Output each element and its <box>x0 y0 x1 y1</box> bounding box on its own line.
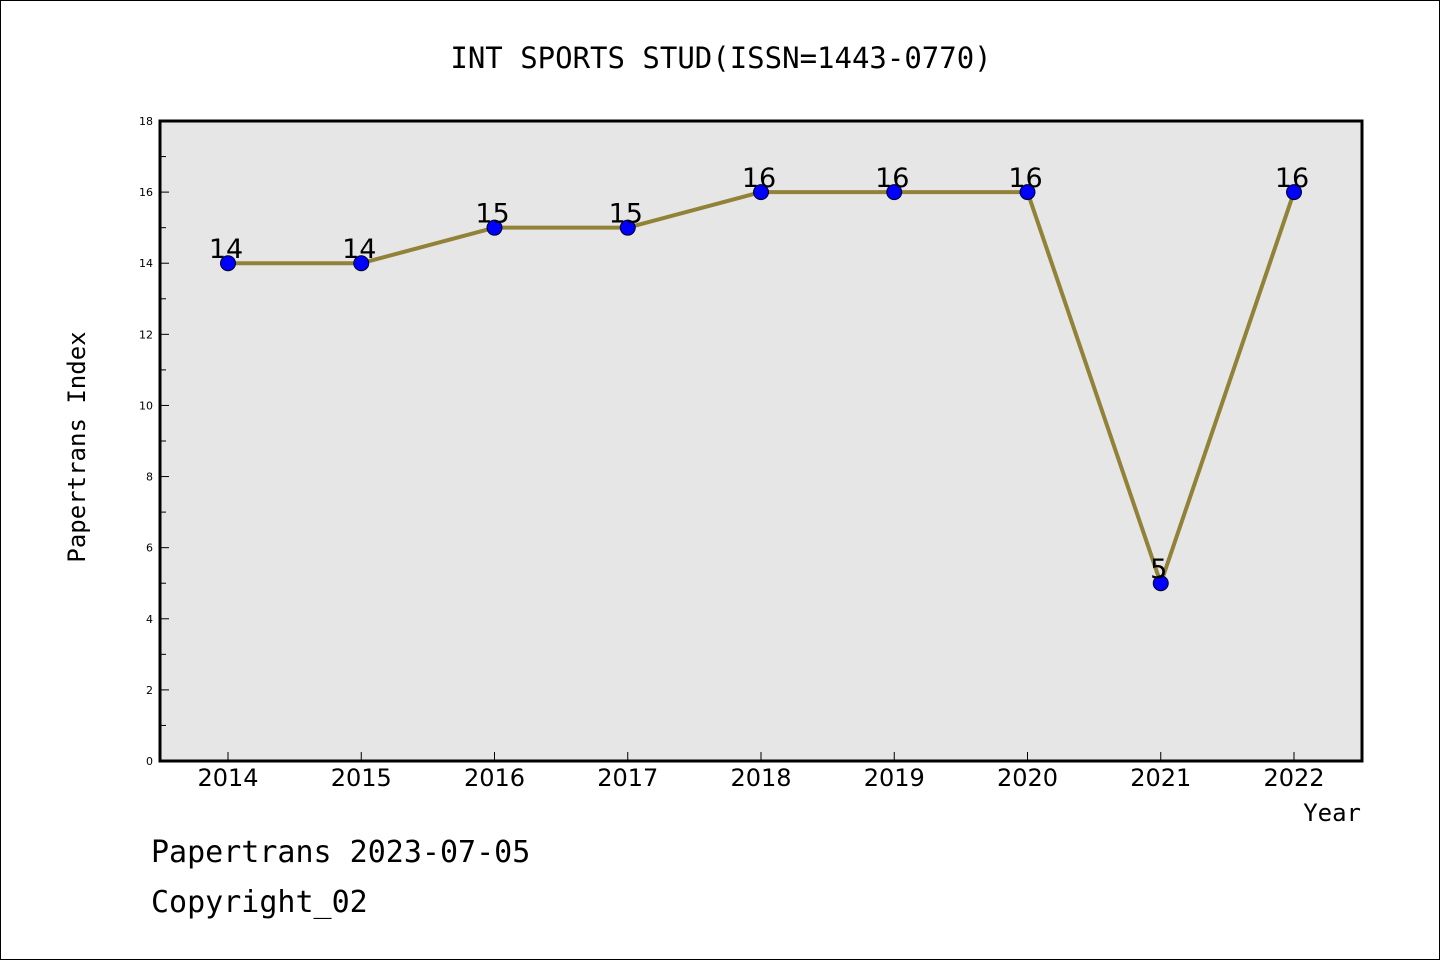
data-value-label: 5 <box>1150 554 1167 585</box>
y-tick-label: 14 <box>139 257 153 270</box>
y-tick-label: 6 <box>146 542 153 555</box>
data-point-marker <box>1019 184 1036 201</box>
data-value-label: 16 <box>1008 163 1042 194</box>
y-tick-label: 10 <box>139 399 153 412</box>
x-tick-label: 2022 <box>1263 764 1324 792</box>
data-point-marker <box>886 184 903 201</box>
data-value-label: 16 <box>875 163 909 194</box>
data-point-marker <box>486 219 503 236</box>
x-tick-label: 2019 <box>864 764 925 792</box>
y-axis-title: Papertrans Index <box>63 331 91 562</box>
data-point-marker <box>353 255 370 272</box>
y-tick-label: 8 <box>146 471 153 484</box>
data-point-marker <box>1152 575 1169 592</box>
data-point-marker <box>753 184 769 201</box>
data-point-marker <box>220 255 236 272</box>
x-tick-label: 2018 <box>730 764 791 792</box>
data-value-label: 15 <box>475 199 509 230</box>
data-point-marker <box>1286 184 1302 201</box>
data-value-label: 14 <box>342 234 376 265</box>
x-tick-label: 2021 <box>1130 764 1191 792</box>
y-tick-label: 18 <box>139 115 153 128</box>
y-tick-label: 12 <box>139 328 153 341</box>
data-markers <box>220 184 1302 592</box>
data-point-marker <box>619 219 636 236</box>
x-tick-label: 2017 <box>597 764 658 792</box>
plot-area <box>158 119 1364 763</box>
y-tick-label: 0 <box>146 755 153 768</box>
y-tick-label: 16 <box>139 186 153 199</box>
x-tick-label: 2016 <box>464 764 525 792</box>
x-tick-label: 2015 <box>331 764 392 792</box>
data-labels: 14 14 15 15 16 16 16 5 16 <box>209 163 1309 585</box>
footer-copyright-line: Copyright_02 <box>151 885 368 920</box>
footer-date-line: Papertrans 2023-07-05 <box>151 835 531 870</box>
data-value-label: 16 <box>1275 163 1309 194</box>
chart-title: INT SPORTS STUD(ISSN=1443-0770) <box>450 41 991 75</box>
data-value-label: 16 <box>742 163 776 194</box>
y-axis-ticks: 0 2 4 6 8 10 12 14 16 18 <box>139 115 169 768</box>
x-axis-ticks: 2014 2015 2016 2017 2018 2019 2020 2021 2022 <box>197 752 1325 792</box>
y-tick-label: 4 <box>146 613 153 626</box>
data-value-label: 14 <box>209 234 243 265</box>
x-tick-label: 2020 <box>997 764 1058 792</box>
data-value-label: 15 <box>609 199 643 230</box>
x-tick-label: 2014 <box>197 764 258 792</box>
x-axis-title: Year <box>1303 799 1361 827</box>
y-tick-label: 2 <box>146 684 153 697</box>
